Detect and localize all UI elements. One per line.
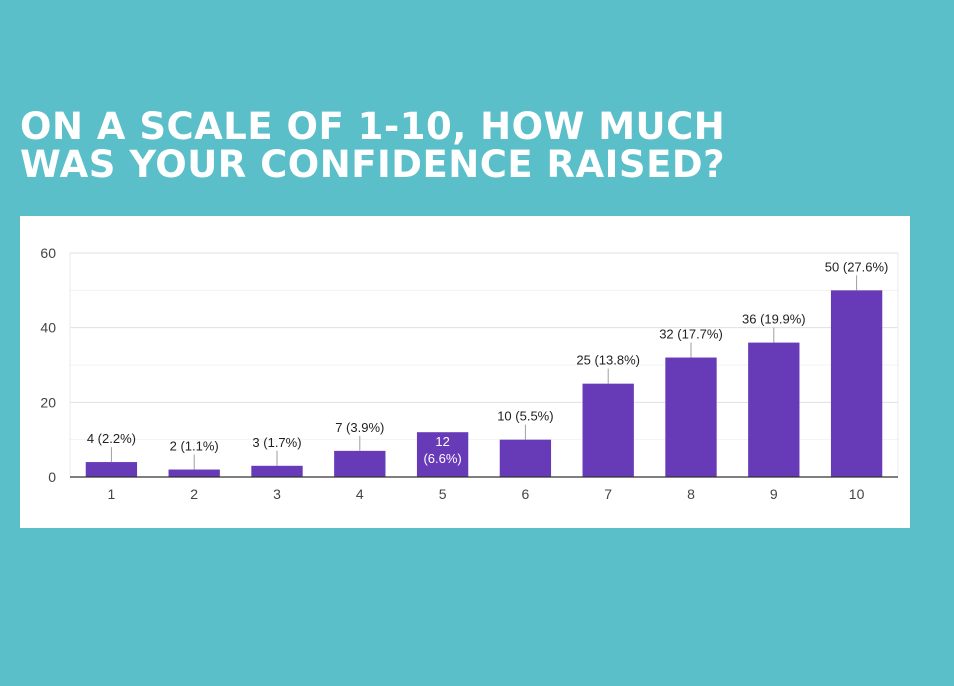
x-tick-label: 10	[849, 486, 865, 502]
y-tick-label: 40	[40, 320, 56, 336]
x-tick-label: 1	[108, 486, 116, 502]
bar	[748, 342, 800, 477]
title-line-2: WAS YOUR CONFIDENCE RAISED?	[20, 143, 726, 186]
bar	[85, 462, 138, 477]
data-label: 32 (17.7%)	[659, 327, 723, 342]
x-tick-label: 9	[770, 486, 778, 502]
x-tick-label: 5	[439, 486, 447, 502]
bar	[416, 432, 469, 477]
data-label: 12	[435, 434, 449, 449]
bar	[582, 383, 634, 477]
bar	[665, 357, 717, 477]
data-label: 50 (27.6%)	[825, 259, 889, 274]
chart-title: ON A SCALE OF 1-10, HOW MUCH WAS YOUR CO…	[20, 108, 725, 184]
x-tick-label: 8	[687, 486, 695, 502]
y-tick-label: 60	[40, 245, 56, 261]
data-label: 36 (19.9%)	[742, 312, 806, 327]
bar	[168, 469, 220, 477]
data-label: 10 (5.5%)	[497, 409, 553, 424]
bar-chart: 0 20 40 60 4 (2.2%) 1 2 (1.1%) 2 3 (1.7%) 3 7 (3.9…	[40, 245, 899, 502]
bar	[251, 465, 303, 477]
y-tick-label: 20	[40, 394, 56, 410]
bar	[830, 290, 883, 477]
data-label: (6.6%)	[423, 451, 461, 466]
x-tick-label: 3	[273, 486, 281, 502]
data-label: 4 (2.2%)	[87, 431, 136, 446]
data-label: 2 (1.1%)	[170, 439, 219, 454]
x-tick-label: 2	[190, 486, 198, 502]
x-tick-label: 7	[604, 486, 612, 502]
data-label: 3 (1.7%)	[252, 435, 301, 450]
bar	[334, 450, 386, 477]
data-label: 7 (3.9%)	[335, 420, 384, 435]
x-tick-label: 4	[356, 486, 364, 502]
data-label: 25 (13.8%)	[576, 353, 640, 368]
y-tick-label: 0	[48, 469, 56, 485]
chart-card: 0 20 40 60 4 (2.2%) 1 2 (1.1%) 2 3 (1.7%) 3 7 (3.9…	[20, 216, 910, 528]
x-tick-label: 6	[522, 486, 530, 502]
bar	[499, 439, 552, 477]
title-line-1: ON A SCALE OF 1-10, HOW MUCH	[20, 105, 726, 148]
